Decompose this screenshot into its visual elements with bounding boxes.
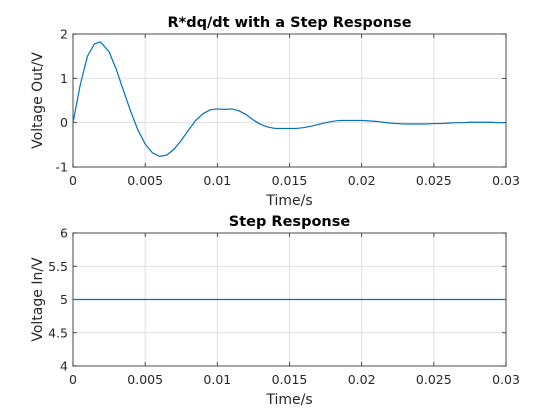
x-tick-label: 0.015: [272, 173, 308, 188]
x-tick-label: 0.01: [203, 372, 231, 387]
x-tick-label: 0.025: [416, 173, 452, 188]
x-tick-label: 0.015: [272, 372, 308, 387]
bottom-plot: 0 0.005 0.01 0.015 0.02 0.025 0.03 4 4.5 5 5.5 6 Ste…: [30, 214, 520, 408]
x-tick-label: 0: [69, 173, 77, 188]
y-tick-label: 5: [60, 292, 68, 307]
y-tick-label: 0: [60, 115, 68, 130]
y-tick-label: 4: [60, 359, 68, 374]
y-axis-label: Voltage In/V: [30, 257, 46, 342]
y-tick-label: 2: [60, 27, 68, 42]
chart-title: Step Response: [229, 214, 351, 230]
x-tick-label: 0.005: [127, 372, 163, 387]
x-axis-label: Time/s: [265, 193, 312, 209]
chart-title: R*dq/dt with a Step Response: [167, 15, 411, 31]
x-axis-label: Time/s: [265, 392, 312, 408]
y-tick-label: -1: [56, 160, 68, 175]
y-tick-label: 1: [60, 71, 68, 86]
x-tick-label: 0.01: [203, 173, 231, 188]
y-tick-label: 4.5: [48, 325, 68, 340]
top-plot: 0 0.005 0.01 0.015 0.02 0.025 0.03-1012R*dq/dt…: [30, 15, 520, 209]
x-tick-label: 0: [69, 372, 77, 387]
x-tick-label: 0.02: [348, 173, 376, 188]
y-tick-label: 6: [60, 226, 68, 241]
y-tick-label: 5.5: [48, 259, 68, 274]
x-tick-label: 0.005: [127, 173, 163, 188]
x-tick-label: 0.025: [416, 372, 452, 387]
x-tick-label: 0.03: [492, 173, 520, 188]
x-tick-label: 0.02: [348, 372, 376, 387]
x-tick-label: 0.03: [492, 372, 520, 387]
y-axis-label: Voltage Out/V: [30, 52, 46, 149]
